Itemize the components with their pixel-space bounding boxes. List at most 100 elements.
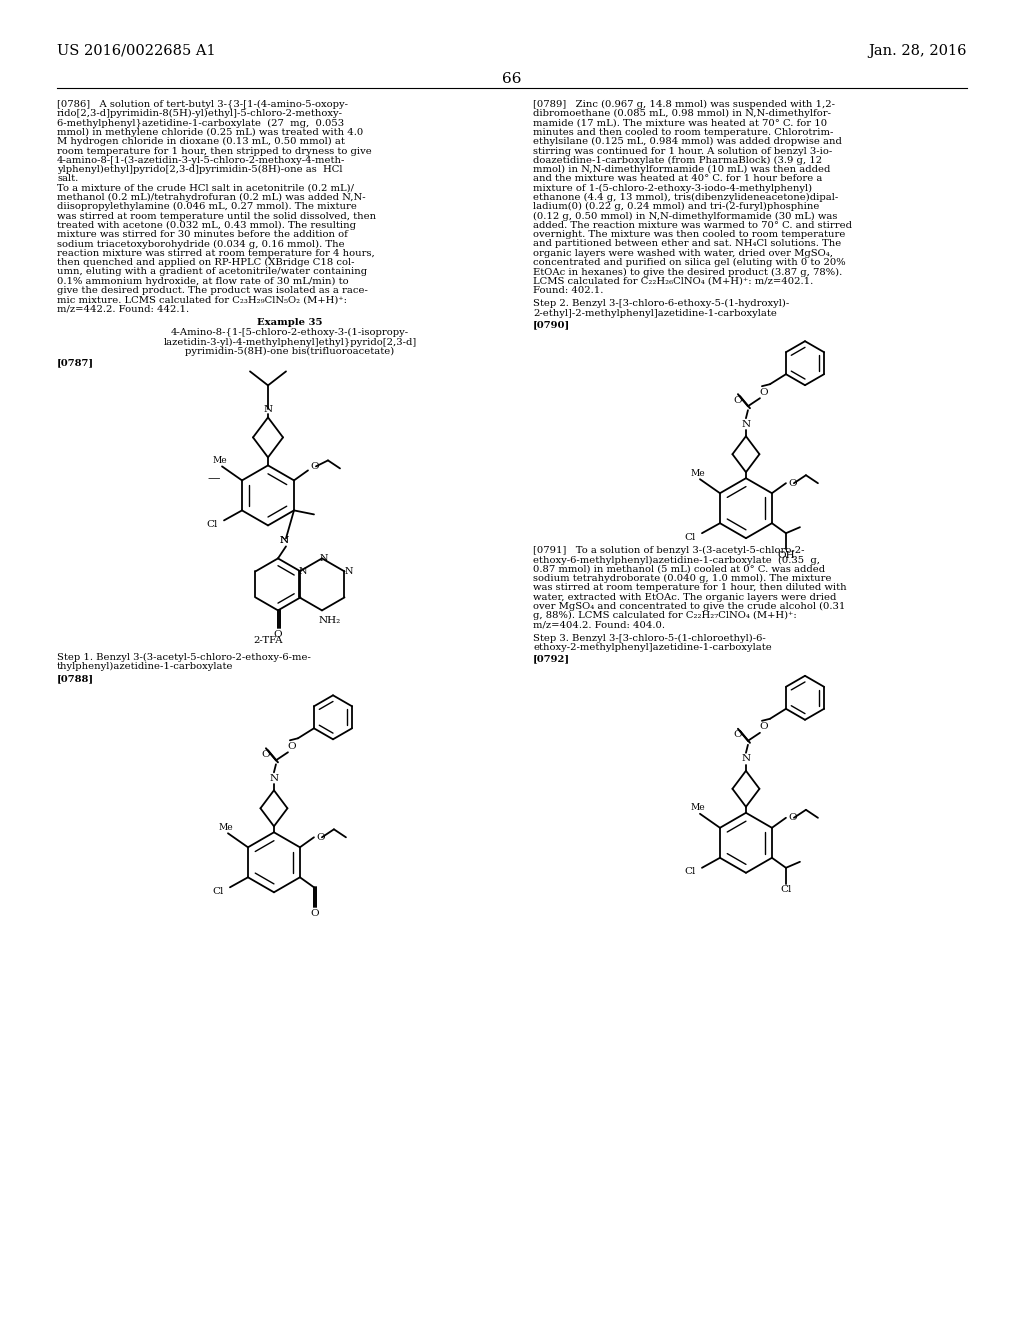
Text: reaction mixture was stirred at room temperature for 4 hours,: reaction mixture was stirred at room tem… xyxy=(57,248,375,257)
Text: [0786]   A solution of tert-butyl 3-{3-[1-(4-amino-5-oxopy-: [0786] A solution of tert-butyl 3-{3-[1-… xyxy=(57,100,348,110)
Text: [0787]: [0787] xyxy=(57,358,94,367)
Text: N: N xyxy=(741,420,751,429)
Text: mmol) in methylene chloride (0.25 mL) was treated with 4.0: mmol) in methylene chloride (0.25 mL) wa… xyxy=(57,128,364,137)
Text: was stirred at room temperature until the solid dissolved, then: was stirred at room temperature until th… xyxy=(57,211,376,220)
Text: (0.12 g, 0.50 mmol) in N,N-dimethylformamide (30 mL) was: (0.12 g, 0.50 mmol) in N,N-dimethylforma… xyxy=(534,211,838,220)
Text: then quenched and applied on RP-HPLC (XBridge C18 col-: then quenched and applied on RP-HPLC (XB… xyxy=(57,259,354,267)
Text: N: N xyxy=(319,554,329,562)
Text: umn, eluting with a gradient of acetonitrile/water containing: umn, eluting with a gradient of acetonit… xyxy=(57,268,368,276)
Text: LCMS calculated for C₂₂H₂₆ClNO₄ (M+H)⁺: m/z=402.1.: LCMS calculated for C₂₂H₂₆ClNO₄ (M+H)⁺: … xyxy=(534,277,813,285)
Text: To a mixture of the crude HCl salt in acetonitrile (0.2 mL)/: To a mixture of the crude HCl salt in ac… xyxy=(57,183,354,193)
Text: Cl: Cl xyxy=(780,886,792,894)
Text: N: N xyxy=(280,536,289,545)
Text: O: O xyxy=(273,630,283,639)
Text: room temperature for 1 hour, then stripped to dryness to give: room temperature for 1 hour, then stripp… xyxy=(57,147,372,156)
Text: mamide (17 mL). The mixture was heated at 70° C. for 10: mamide (17 mL). The mixture was heated a… xyxy=(534,119,827,128)
Text: sodium tetrahydroborate (0.040 g, 1.0 mmol). The mixture: sodium tetrahydroborate (0.040 g, 1.0 mm… xyxy=(534,574,831,583)
Text: Cl: Cl xyxy=(685,867,696,876)
Text: ethoxy-2-methylphenyl]azetidine-1-carboxylate: ethoxy-2-methylphenyl]azetidine-1-carbox… xyxy=(534,643,772,652)
Text: Cl: Cl xyxy=(207,520,218,529)
Text: g, 88%). LCMS calculated for C₂₂H₂₇ClNO₄ (M+H)⁺:: g, 88%). LCMS calculated for C₂₂H₂₇ClNO₄… xyxy=(534,611,797,620)
Text: OH: OH xyxy=(777,550,795,560)
Text: diisopropylethylamine (0.046 mL, 0.27 mmol). The mixture: diisopropylethylamine (0.046 mL, 0.27 mm… xyxy=(57,202,357,211)
Text: 4-amino-8-[1-(3-azetidin-3-yl-5-chloro-2-methoxy-4-meth-: 4-amino-8-[1-(3-azetidin-3-yl-5-chloro-2… xyxy=(57,156,345,165)
Text: ladium(0) (0.22 g, 0.24 mmol) and tri-(2-furyl)phosphine: ladium(0) (0.22 g, 0.24 mmol) and tri-(2… xyxy=(534,202,819,211)
Text: ethanone (4.4 g, 13 mmol), tris(dibenzylideneacetone)dipal-: ethanone (4.4 g, 13 mmol), tris(dibenzyl… xyxy=(534,193,839,202)
Text: O: O xyxy=(787,813,797,822)
Text: mixture of 1-(5-chloro-2-ethoxy-3-iodo-4-methylphenyl): mixture of 1-(5-chloro-2-ethoxy-3-iodo-4… xyxy=(534,183,812,193)
Text: O: O xyxy=(316,833,325,842)
Text: Jan. 28, 2016: Jan. 28, 2016 xyxy=(868,44,967,58)
Text: added. The reaction mixture was warmed to 70° C. and stirred: added. The reaction mixture was warmed t… xyxy=(534,220,852,230)
Text: N: N xyxy=(344,566,352,576)
Text: methanol (0.2 mL)/tetrahydrofuran (0.2 mL) was added N,N-: methanol (0.2 mL)/tetrahydrofuran (0.2 m… xyxy=(57,193,366,202)
Text: 0.87 mmol) in methanol (5 mL) cooled at 0° C. was added: 0.87 mmol) in methanol (5 mL) cooled at … xyxy=(534,565,825,574)
Text: dibromoethane (0.085 mL, 0.98 mmol) in N,N-dimethylfor-: dibromoethane (0.085 mL, 0.98 mmol) in N… xyxy=(534,110,831,119)
Text: N: N xyxy=(280,536,289,545)
Text: O: O xyxy=(733,730,742,739)
Text: —: — xyxy=(208,473,220,484)
Text: and the mixture was heated at 40° C. for 1 hour before a: and the mixture was heated at 40° C. for… xyxy=(534,174,822,183)
Text: [0792]: [0792] xyxy=(534,655,570,664)
Text: sodium triacetoxyborohydride (0.034 g, 0.16 mmol). The: sodium triacetoxyborohydride (0.034 g, 0… xyxy=(57,239,345,248)
Text: give the desired product. The product was isolated as a race-: give the desired product. The product wa… xyxy=(57,286,368,294)
Text: salt.: salt. xyxy=(57,174,78,183)
Text: [0789]   Zinc (0.967 g, 14.8 mmol) was suspended with 1,2-: [0789] Zinc (0.967 g, 14.8 mmol) was sus… xyxy=(534,100,835,110)
Text: doazetidine-1-carboxylate (from PharmaBlock) (3.9 g, 12: doazetidine-1-carboxylate (from PharmaBl… xyxy=(534,156,822,165)
Text: treated with acetone (0.032 mL, 0.43 mmol). The resulting: treated with acetone (0.032 mL, 0.43 mmo… xyxy=(57,220,356,230)
Text: stirring was continued for 1 hour. A solution of benzyl 3-io-: stirring was continued for 1 hour. A sol… xyxy=(534,147,833,156)
Text: M hydrogen chloride in dioxane (0.13 mL, 0.50 mmol) at: M hydrogen chloride in dioxane (0.13 mL,… xyxy=(57,137,345,147)
Text: 0.1% ammonium hydroxide, at flow rate of 30 mL/min) to: 0.1% ammonium hydroxide, at flow rate of… xyxy=(57,277,348,286)
Text: Step 1. Benzyl 3-(3-acetyl-5-chloro-2-ethoxy-6-me-: Step 1. Benzyl 3-(3-acetyl-5-chloro-2-et… xyxy=(57,652,311,661)
Text: 2-ethyl]-2-methylphenyl]azetidine-1-carboxylate: 2-ethyl]-2-methylphenyl]azetidine-1-carb… xyxy=(534,309,777,318)
Text: ethoxy-6-methylphenyl)azetidine-1-carboxylate  (0.35  g,: ethoxy-6-methylphenyl)azetidine-1-carbox… xyxy=(534,556,820,565)
Text: Me: Me xyxy=(213,455,227,465)
Text: N: N xyxy=(298,566,307,576)
Text: m/z=404.2. Found: 404.0.: m/z=404.2. Found: 404.0. xyxy=(534,620,665,630)
Text: 6-methylphenyl}azetidine-1-carboxylate  (27  mg,  0.053: 6-methylphenyl}azetidine-1-carboxylate (… xyxy=(57,119,344,128)
Text: NH₂: NH₂ xyxy=(318,616,341,624)
Text: mmol) in N,N-dimethylformamide (10 mL) was then added: mmol) in N,N-dimethylformamide (10 mL) w… xyxy=(534,165,830,174)
Text: [0790]: [0790] xyxy=(534,319,570,329)
Text: mic mixture. LCMS calculated for C₂₃H₂₉ClN₅O₂ (M+H)⁺:: mic mixture. LCMS calculated for C₂₃H₂₉C… xyxy=(57,296,347,305)
Text: O: O xyxy=(310,908,319,917)
Text: O: O xyxy=(760,388,768,397)
Text: ethylsilane (0.125 mL, 0.984 mmol) was added dropwise and: ethylsilane (0.125 mL, 0.984 mmol) was a… xyxy=(534,137,842,147)
Text: ylphenyl)ethyl]pyrido[2,3-d]pyrimidin-5(8H)-one as  HCl: ylphenyl)ethyl]pyrido[2,3-d]pyrimidin-5(… xyxy=(57,165,342,174)
Text: m/z=442.2. Found: 442.1.: m/z=442.2. Found: 442.1. xyxy=(57,305,189,314)
Text: 4-Amino-8-{1-[5-chloro-2-ethoxy-3-(1-isopropy-: 4-Amino-8-{1-[5-chloro-2-ethoxy-3-(1-iso… xyxy=(171,329,409,338)
Text: O: O xyxy=(262,750,270,759)
Text: Cl: Cl xyxy=(213,887,224,896)
Text: was stirred at room temperature for 1 hour, then diluted with: was stirred at room temperature for 1 ho… xyxy=(534,583,847,593)
Text: lazetidin-3-yl)-4-methylphenyl]ethyl}pyrido[2,3-d]: lazetidin-3-yl)-4-methylphenyl]ethyl}pyr… xyxy=(164,338,417,347)
Text: organic layers were washed with water, dried over MgSO₄,: organic layers were washed with water, d… xyxy=(534,248,833,257)
Text: water, extracted with EtOAc. The organic layers were dried: water, extracted with EtOAc. The organic… xyxy=(534,593,837,602)
Text: thylphenyl)azetidine-1-carboxylate: thylphenyl)azetidine-1-carboxylate xyxy=(57,661,233,671)
Text: 66: 66 xyxy=(502,73,522,86)
Text: Step 2. Benzyl 3-[3-chloro-6-ethoxy-5-(1-hydroxyl)-: Step 2. Benzyl 3-[3-chloro-6-ethoxy-5-(1… xyxy=(534,300,790,309)
Text: N: N xyxy=(263,405,272,414)
Text: [0788]: [0788] xyxy=(57,675,94,682)
Text: Me: Me xyxy=(690,469,706,478)
Text: N: N xyxy=(741,754,751,763)
Text: N: N xyxy=(269,774,279,783)
Text: Example 35: Example 35 xyxy=(257,318,323,327)
Text: overnight. The mixture was then cooled to room temperature: overnight. The mixture was then cooled t… xyxy=(534,230,846,239)
Text: pyrimidin-5(8H)-one bis(trifluoroacetate): pyrimidin-5(8H)-one bis(trifluoroacetate… xyxy=(185,347,394,356)
Text: concentrated and purified on silica gel (eluting with 0 to 20%: concentrated and purified on silica gel … xyxy=(534,259,846,267)
Text: rido[2,3-d]pyrimidin-8(5H)-yl)ethyl]-5-chloro-2-methoxy-: rido[2,3-d]pyrimidin-8(5H)-yl)ethyl]-5-c… xyxy=(57,110,343,119)
Text: O: O xyxy=(760,722,768,731)
Text: O: O xyxy=(310,462,318,471)
Text: Found: 402.1.: Found: 402.1. xyxy=(534,286,603,294)
Text: US 2016/0022685 A1: US 2016/0022685 A1 xyxy=(57,44,216,58)
Text: O: O xyxy=(288,742,296,751)
Text: EtOAc in hexanes) to give the desired product (3.87 g, 78%).: EtOAc in hexanes) to give the desired pr… xyxy=(534,268,843,276)
Text: 2-TFA: 2-TFA xyxy=(253,636,283,645)
Text: O: O xyxy=(787,479,797,487)
Text: [0791]   To a solution of benzyl 3-(3-acetyl-5-chloro-2-: [0791] To a solution of benzyl 3-(3-acet… xyxy=(534,546,805,556)
Text: and partitioned between ether and sat. NH₄Cl solutions. The: and partitioned between ether and sat. N… xyxy=(534,239,842,248)
Text: mixture was stirred for 30 minutes before the addition of: mixture was stirred for 30 minutes befor… xyxy=(57,230,348,239)
Text: Me: Me xyxy=(219,822,233,832)
Text: Step 3. Benzyl 3-[3-chloro-5-(1-chloroethyl)-6-: Step 3. Benzyl 3-[3-chloro-5-(1-chloroet… xyxy=(534,634,766,643)
Text: Me: Me xyxy=(690,804,706,812)
